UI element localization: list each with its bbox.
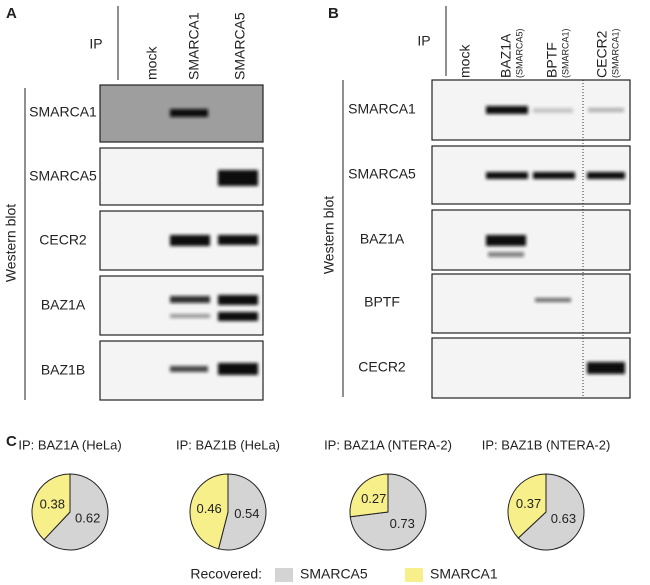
blot-band xyxy=(535,298,571,302)
row-label: BAZ1A xyxy=(41,297,86,313)
row-label: SMARCA5 xyxy=(348,166,416,182)
legend-swatch xyxy=(405,568,423,582)
panel-label: B xyxy=(328,5,339,22)
lane-label: BPTF xyxy=(544,42,560,78)
row-label: BPTF xyxy=(364,294,400,310)
lane-sublabel: (SMARCA1) xyxy=(560,28,570,78)
blot-band xyxy=(588,108,624,112)
pie-slice xyxy=(189,473,229,550)
legend-swatch xyxy=(275,568,293,582)
row-label: SMARCA1 xyxy=(348,101,416,117)
slice-label: 0.63 xyxy=(551,511,576,526)
row-label: SMARCA1 xyxy=(29,104,97,120)
axis-label: Western blot xyxy=(321,196,337,274)
blot-band xyxy=(170,296,210,303)
slice-label: 0.54 xyxy=(234,506,259,521)
ip-label: IP xyxy=(417,33,430,49)
pie-title: IP: BAZ1B (NTERA-2) xyxy=(482,437,611,452)
legend-title: Recovered: xyxy=(190,566,262,582)
blot-box xyxy=(431,209,631,271)
legend-label: SMARCA5 xyxy=(300,566,368,582)
blot-band xyxy=(218,312,258,321)
panel-label: A xyxy=(6,5,17,22)
lane-label: BAZ1A xyxy=(498,33,514,78)
lane-label: SMARCA1 xyxy=(186,12,202,80)
slice-label: 0.38 xyxy=(40,496,65,511)
blot-band xyxy=(170,109,208,117)
blot-band xyxy=(170,366,208,372)
blot-band xyxy=(170,314,210,318)
legend-label: SMARCA1 xyxy=(430,566,498,582)
blot-band xyxy=(218,363,258,375)
blot-band xyxy=(533,172,575,179)
blot-b xyxy=(431,79,631,399)
ip-label: IP xyxy=(89,36,102,52)
blot-band xyxy=(486,235,526,246)
pie-title: IP: BAZ1A (HeLa) xyxy=(18,437,121,452)
pie-slice xyxy=(517,473,585,551)
slice-label: 0.73 xyxy=(390,516,415,531)
blot-band xyxy=(587,172,625,179)
lane-sublabel: (SMARCA5) xyxy=(514,28,524,78)
slice-label: 0.37 xyxy=(516,496,541,511)
lane-label: mock xyxy=(144,46,160,80)
blot-band xyxy=(218,170,258,186)
lane-label: CECR2 xyxy=(594,30,610,78)
slice-label: 0.62 xyxy=(75,510,100,525)
blot-box xyxy=(431,273,631,334)
blot-band xyxy=(170,235,210,246)
blot-box xyxy=(99,275,264,336)
row-label: CECR2 xyxy=(39,232,87,248)
lane-label: mock xyxy=(457,44,473,78)
blot-a xyxy=(99,84,264,401)
blot-band xyxy=(587,362,625,374)
blot-band xyxy=(488,252,524,257)
pie-charts: IP: BAZ1A (HeLa) 0.62 0.38 IP: BAZ1B (HeLa)… xyxy=(18,437,610,582)
pie-slice xyxy=(43,473,109,551)
slice-label: 0.46 xyxy=(196,501,221,516)
pie-slice xyxy=(31,473,71,541)
pie-title: IP: BAZ1A (NTERA-2) xyxy=(324,437,452,452)
pie-title: IP: BAZ1B (HeLa) xyxy=(176,437,280,452)
pie-slice xyxy=(349,473,389,518)
blot-band xyxy=(533,108,573,113)
panel-label: C xyxy=(6,433,17,450)
blot-band xyxy=(218,235,258,245)
axis-label: Western blot xyxy=(3,204,19,282)
pie-slice xyxy=(507,473,547,539)
pie-slice xyxy=(217,473,267,551)
lane-sublabel: (SMARCA1) xyxy=(610,28,620,78)
blot-band xyxy=(218,295,258,305)
row-label: SMARCA5 xyxy=(29,168,97,184)
row-label: BAZ1A xyxy=(360,231,405,247)
slice-label: 0.27 xyxy=(361,491,386,506)
blot-band xyxy=(486,172,528,179)
row-label: CECR2 xyxy=(358,359,406,375)
blot-band xyxy=(486,106,528,114)
lane-label: SMARCA5 xyxy=(232,12,248,80)
row-label: BAZ1B xyxy=(41,362,85,378)
